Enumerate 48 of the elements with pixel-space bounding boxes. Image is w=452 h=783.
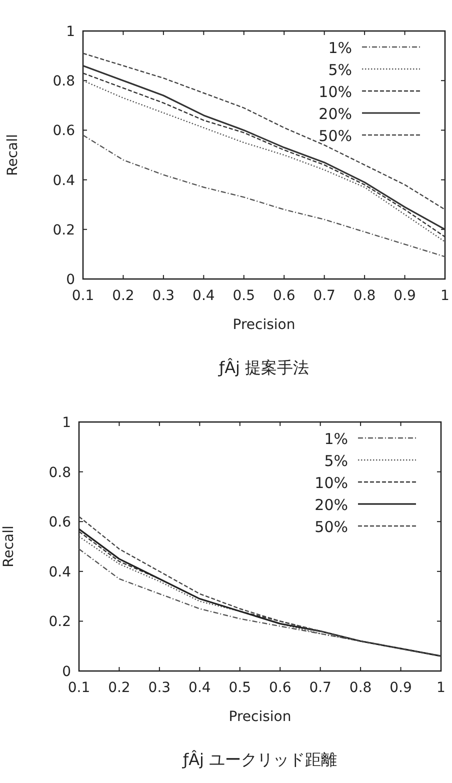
x-tick-label: 0.5	[232, 288, 256, 304]
x-tick-label: 0.2	[108, 680, 130, 696]
y-tick-label: 1	[62, 415, 71, 431]
x-axis-title: Precision	[232, 317, 296, 333]
x-tick-label: 0.1	[72, 288, 94, 304]
x-tick-label: 0.3	[152, 288, 175, 304]
y-tick-label: 1	[66, 24, 75, 40]
y-tick-label: 0.2	[48, 614, 71, 630]
y-tick-label: 0.6	[52, 123, 76, 140]
x-tick-label: 0.5	[228, 680, 252, 696]
legend-label: 5%	[324, 452, 348, 470]
legend-label: 10%	[314, 474, 348, 492]
legend-label: 1%	[328, 39, 352, 57]
x-tick-label: 0.4	[188, 680, 211, 696]
x-axis-title: Precision	[228, 709, 292, 725]
y-axis-title: Recall	[5, 134, 21, 176]
x-tick-label: 0.9	[394, 288, 416, 304]
text: ƒÂj ユークリッド距離	[180, 750, 338, 769]
x-tick-label: 1	[440, 288, 450, 304]
x-tick-label: 1	[436, 680, 446, 696]
legend-label: 20%	[314, 496, 348, 514]
y-tick-label: 0.4	[48, 564, 72, 580]
legend-label: 1%	[324, 430, 348, 448]
y-tick-label: 0.8	[52, 74, 75, 90]
x-tick-label: 0.6	[268, 680, 292, 696]
legend-label: 10%	[318, 83, 352, 101]
x-tick-label: 0.1	[68, 680, 90, 696]
x-tick-label: 0.9	[390, 680, 412, 696]
x-tick-label: 0.7	[309, 680, 332, 696]
y-axis-title: Recall	[1, 526, 17, 568]
x-tick-label: 0.8	[349, 680, 372, 696]
y-tick-label: 0.2	[52, 222, 75, 238]
x-tick-label: 0.6	[272, 288, 296, 304]
x-tick-label: 0.2	[112, 288, 134, 304]
legend-label: 20%	[318, 105, 352, 123]
y-tick-label: 0	[62, 664, 71, 680]
legend-label: 5%	[328, 61, 352, 79]
legend-label: 50%	[318, 127, 352, 145]
y-tick-label: 0	[66, 272, 75, 288]
y-tick-label: 0.6	[48, 514, 72, 531]
x-tick-label: 0.8	[353, 288, 376, 304]
x-tick-label: 0.3	[148, 680, 171, 696]
x-tick-label: 0.7	[313, 288, 336, 304]
y-tick-label: 0.4	[52, 172, 76, 189]
legend-label: 50%	[314, 518, 348, 536]
text: ƒÂj 提案手法	[216, 358, 310, 377]
x-tick-label: 0.4	[192, 288, 215, 304]
y-tick-label: 0.8	[48, 464, 71, 481]
